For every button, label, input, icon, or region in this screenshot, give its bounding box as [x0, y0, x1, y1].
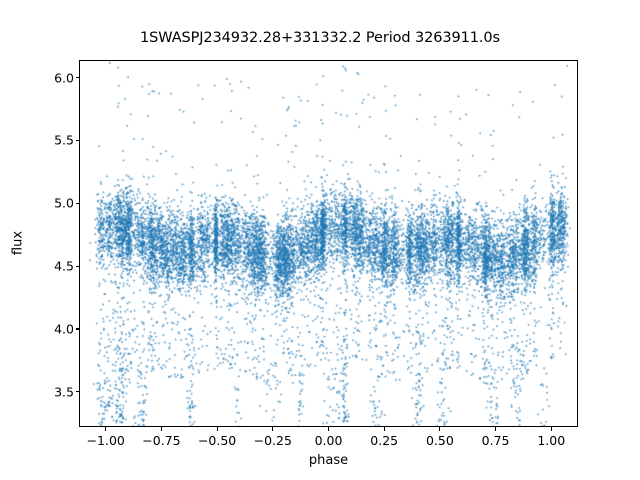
y-tick-mark — [75, 139, 79, 141]
x-tick-mark — [383, 427, 385, 431]
y-tick-mark — [75, 328, 79, 330]
y-tick-mark — [75, 77, 79, 79]
x-tick-mark — [327, 427, 330, 431]
y-tick-label: 4.5 — [54, 258, 74, 274]
x-tick-mark — [105, 427, 107, 431]
x-tick-mark — [550, 427, 552, 431]
x-tick-label: −0.50 — [197, 433, 237, 448]
x-tick-label: 1.00 — [537, 433, 566, 448]
page-title: 1SWASPJ234932.28+331332.2 Period 3263911… — [140, 30, 500, 46]
y-tick-label: 4.0 — [54, 321, 74, 337]
x-tick-label: −0.75 — [142, 433, 181, 448]
y-tick-label: 3.5 — [54, 384, 74, 400]
x-axis-label: phase — [308, 453, 349, 468]
x-tick-mark — [160, 427, 162, 431]
y-tick-mark — [75, 265, 79, 267]
y-tick-mark — [75, 391, 79, 393]
plot-area — [79, 60, 578, 427]
y-tick-label: 6.0 — [54, 70, 74, 86]
y-tick-label: 5.0 — [54, 195, 74, 211]
x-tick-label: 0.00 — [314, 433, 343, 448]
scatter-points — [80, 61, 577, 426]
x-tick-mark — [216, 427, 218, 431]
x-tick-label: 0.50 — [425, 433, 454, 448]
x-tick-label: −0.25 — [253, 433, 292, 448]
x-tick-mark — [272, 427, 274, 431]
y-axis-label: flux — [10, 230, 26, 256]
x-tick-label: 0.25 — [370, 433, 399, 448]
x-tick-label: −1.00 — [86, 433, 125, 448]
y-tick-label: 5.5 — [54, 132, 74, 148]
x-tick-mark — [439, 427, 441, 431]
x-tick-label: 0.75 — [481, 433, 510, 448]
x-tick-mark — [495, 427, 497, 431]
y-tick-mark — [75, 202, 79, 204]
